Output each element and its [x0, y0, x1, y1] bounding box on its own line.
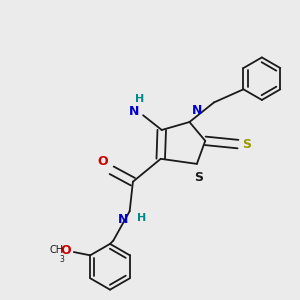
- Text: O: O: [98, 154, 108, 168]
- Text: H: H: [135, 94, 145, 104]
- Text: 3: 3: [59, 255, 64, 264]
- Text: S: S: [194, 171, 203, 184]
- Text: N: N: [192, 104, 202, 117]
- Text: O: O: [61, 244, 71, 257]
- Text: N: N: [118, 213, 128, 226]
- Text: CH: CH: [50, 245, 64, 255]
- Text: N: N: [128, 104, 139, 118]
- Text: S: S: [242, 138, 251, 151]
- Text: H: H: [137, 213, 146, 223]
